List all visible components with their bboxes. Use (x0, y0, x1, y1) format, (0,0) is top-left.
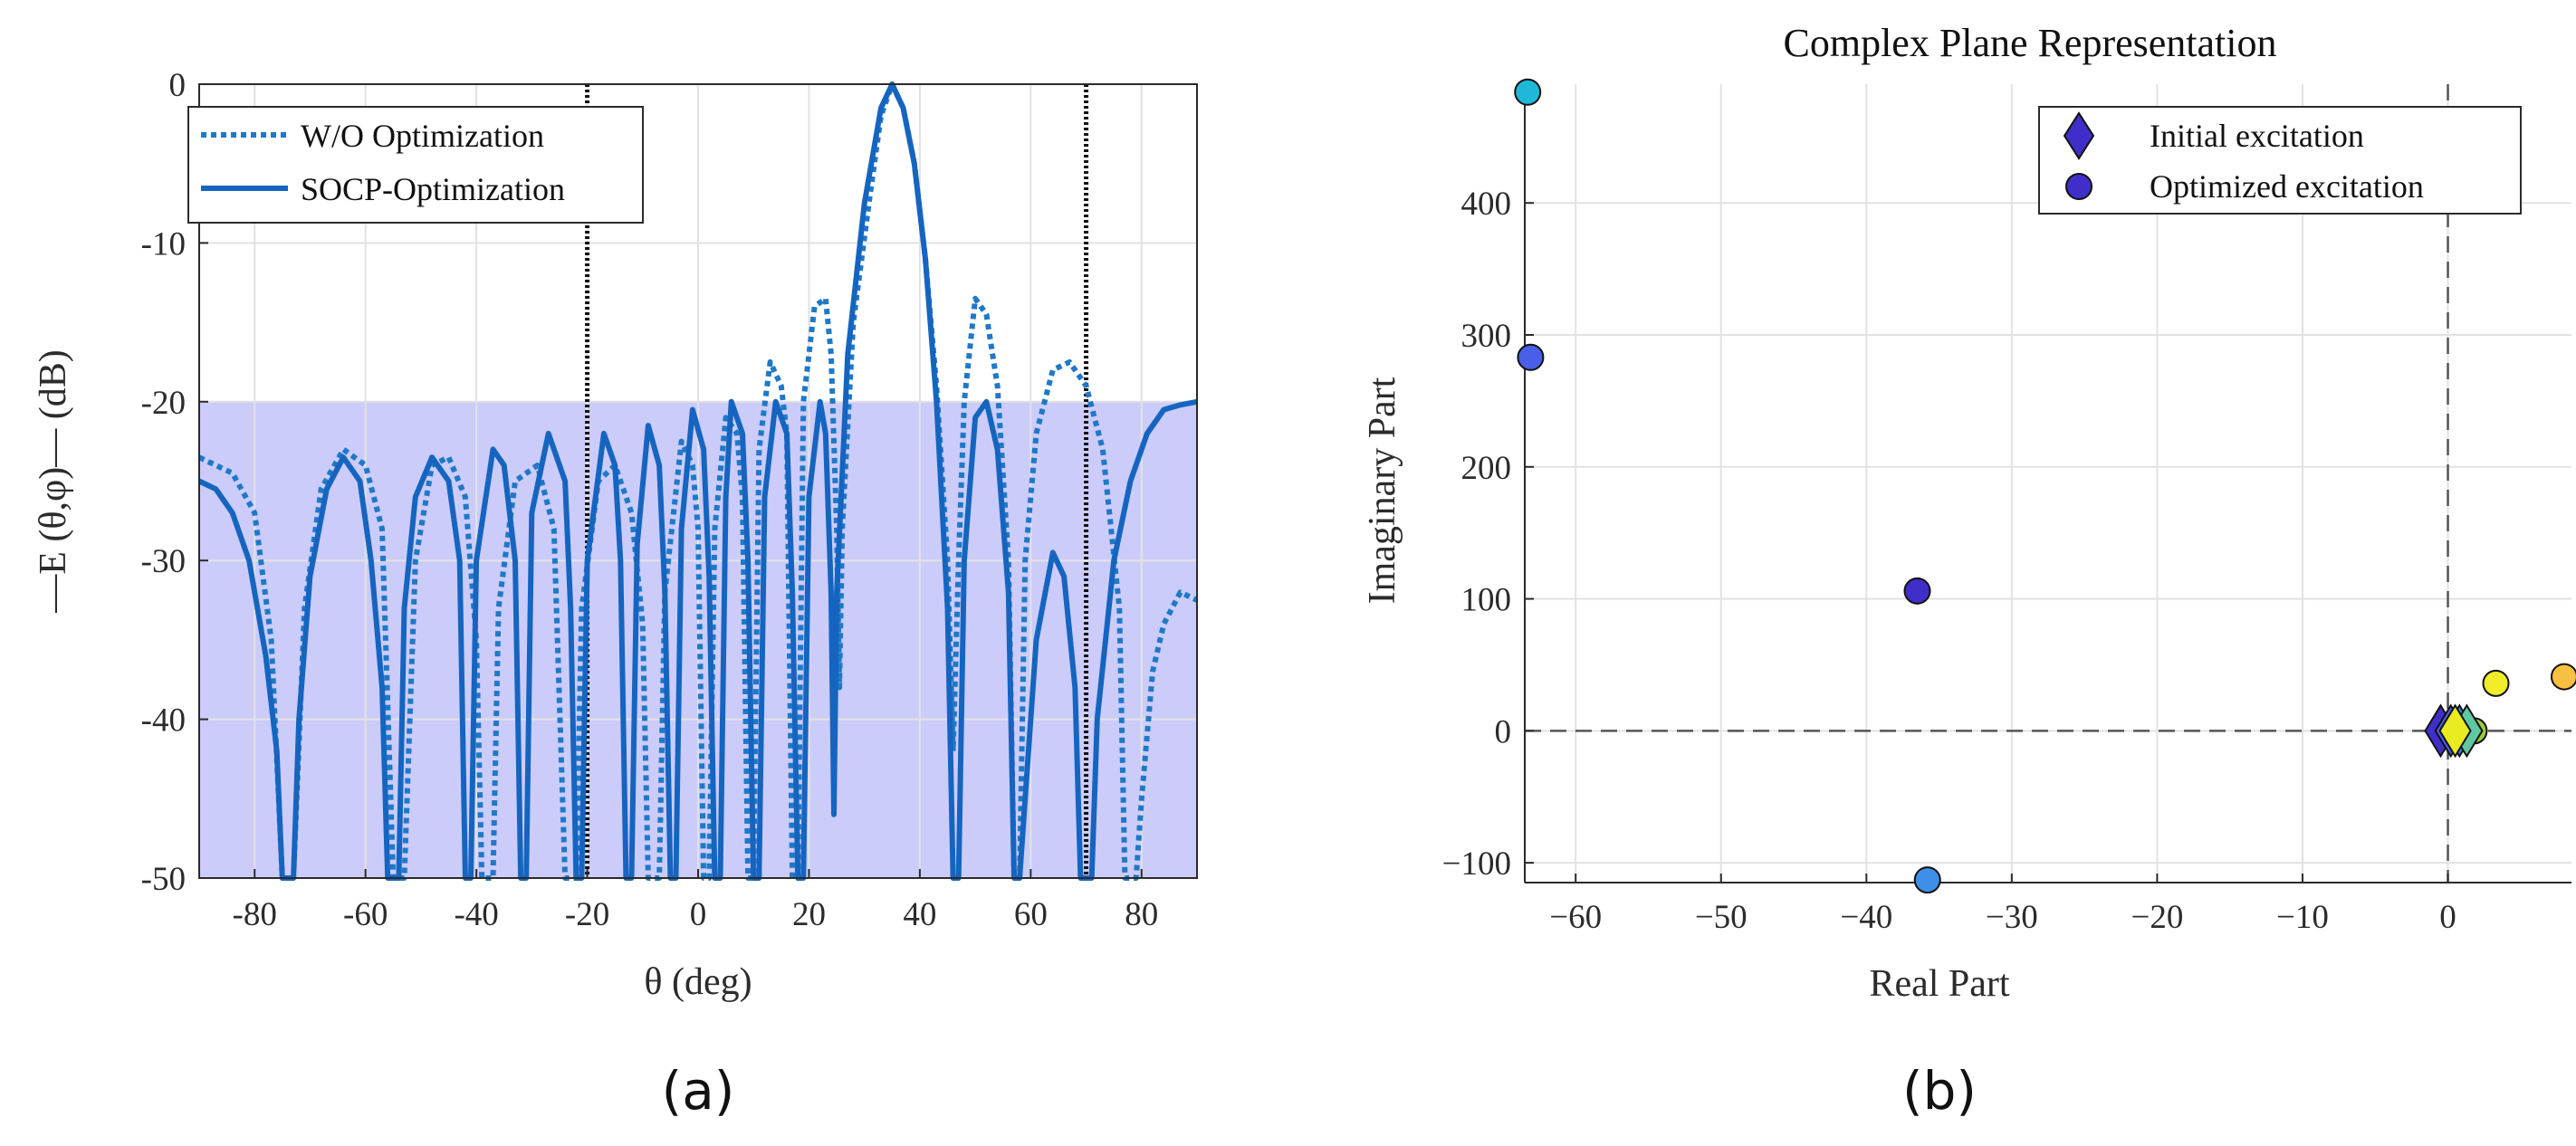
chart-b-x-axis-label: Real Part (1869, 963, 2009, 1005)
x-tick-label: -80 (233, 896, 277, 933)
chart-a-legend-box (187, 106, 644, 224)
legend-label-optimized-excitation: Optimized excitation (2150, 168, 2424, 205)
legend-label-wo-optimization: W/O Optimization (301, 118, 544, 154)
x-tick-label: −20 (2131, 899, 2183, 936)
panel-label-a: (a) (662, 1060, 735, 1122)
series-line-socp-optimization (197, 81, 1198, 881)
chart-a-series (197, 81, 1199, 881)
chart-b-y-axis-label: Imaginary Part (1362, 377, 1403, 604)
x-tick-label: -60 (343, 896, 388, 933)
legend-label-socp-optimization: SOCP-Optimization (301, 171, 565, 207)
x-tick-label: 0 (2439, 899, 2456, 936)
chart-b-points (1514, 78, 2576, 894)
chart-a: -80 -60 -40 -20 0 20 40 60 80 0 -10 -20 -30 -40 -50 θ… (33, 67, 1199, 1122)
x-tick-label: 0 (690, 896, 707, 933)
optimized-excitation-point (1517, 343, 1545, 371)
chart-b-axes (1524, 84, 2571, 883)
y-tick-label: 300 (1461, 318, 1512, 355)
y-tick-label: 100 (1461, 582, 1512, 619)
x-tick-label: −60 (1549, 899, 1602, 936)
chart-b-legend-box (2038, 106, 2522, 215)
y-tick-label: -50 (141, 861, 186, 898)
y-tick-label: -20 (141, 385, 186, 422)
y-tick-label: −100 (1442, 845, 1511, 883)
x-tick-label: 20 (792, 896, 826, 933)
optimized-excitation-point (2482, 669, 2510, 697)
legend-marker-initial-excitation (2063, 111, 2095, 160)
y-tick-label: -30 (141, 543, 186, 580)
optimized-excitation-point (2550, 663, 2576, 691)
chart-b-y-ticks: 400 300 200 100 0 −100 (1442, 186, 1534, 883)
x-tick-label: −50 (1695, 899, 1748, 936)
x-tick-label: −30 (1986, 899, 2038, 936)
x-tick-label: −10 (2276, 899, 2329, 936)
y-tick-label: 400 (1461, 186, 1512, 223)
y-tick-label: 0 (169, 67, 187, 104)
y-tick-label: 0 (1495, 713, 1512, 750)
legend-marker-optimized-excitation (2065, 173, 2092, 200)
y-tick-label: 200 (1461, 450, 1512, 487)
optimized-excitation-point (1903, 577, 1931, 605)
y-tick-label: -40 (141, 702, 186, 740)
chart-b-legend: Initial excitation Optimized excitation (2038, 106, 2522, 215)
x-tick-label: 80 (1125, 896, 1158, 933)
panel-label-b: (b) (1902, 1060, 1977, 1122)
legend-label-initial-excitation: Initial excitation (2150, 118, 2364, 154)
chart-a-x-axis-label: θ (deg) (644, 961, 752, 1003)
x-tick-label: −40 (1840, 899, 1892, 936)
chart-a-legend: W/O Optimization SOCP-Optimization (187, 106, 644, 224)
x-tick-label: -20 (565, 896, 609, 933)
optimized-excitation-point (1913, 866, 1941, 894)
initial-excitation-point (2438, 703, 2472, 759)
y-tick-label: -10 (141, 225, 186, 263)
x-tick-label: 60 (1014, 896, 1048, 933)
series-line-wo-optimization (197, 81, 1199, 881)
x-tick-label: -40 (454, 896, 498, 933)
chart-b-x-ticks: −60 −50 −40 −30 −20 −10 0 (1549, 874, 2456, 936)
x-tick-label: 40 (903, 896, 936, 933)
chart-a-x-ticks: -80 -60 -40 -20 0 20 40 60 80 (233, 869, 1158, 933)
chart-b-title: Complex Plane Representation (1784, 21, 2277, 65)
chart-a-y-axis-label: —E (θ,φ)— (dB) (33, 349, 74, 613)
chart-a-y-ticks: 0 -10 -20 -30 -40 -50 (141, 67, 208, 898)
optimized-excitation-point (1514, 78, 1542, 106)
